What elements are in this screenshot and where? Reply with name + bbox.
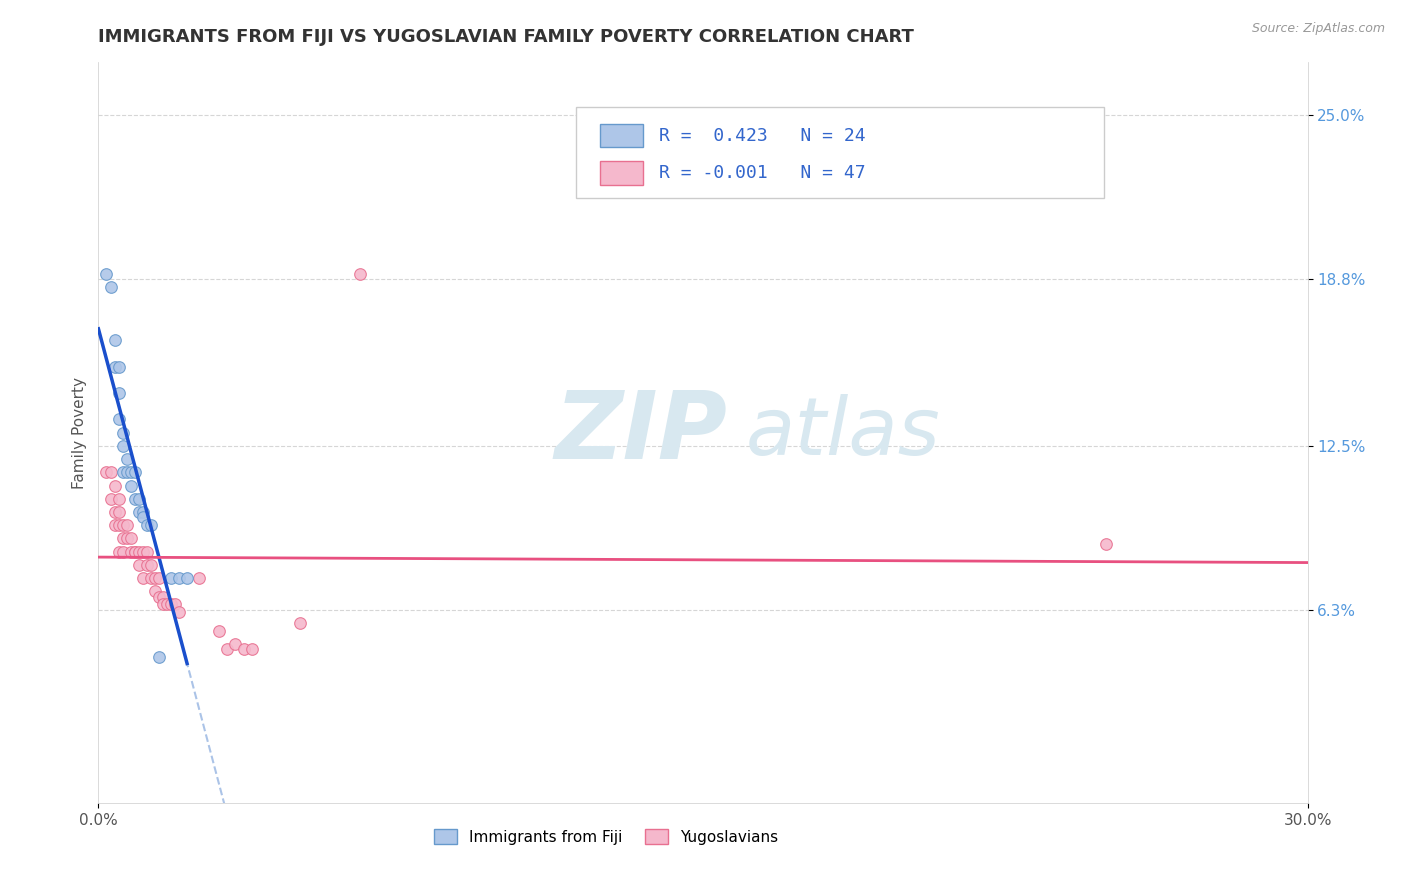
Point xyxy=(100,280,122,294)
Point xyxy=(103,359,125,374)
Point xyxy=(120,465,142,479)
Point xyxy=(103,505,125,519)
Point xyxy=(111,439,134,453)
Point xyxy=(111,544,134,558)
Point xyxy=(156,598,179,612)
Point xyxy=(176,571,198,585)
Point xyxy=(163,598,186,612)
Point xyxy=(160,571,183,585)
Point xyxy=(1095,536,1118,550)
Point xyxy=(240,642,263,657)
Text: Source: ZipAtlas.com: Source: ZipAtlas.com xyxy=(1251,22,1385,36)
Point xyxy=(124,491,146,506)
Point xyxy=(103,333,125,347)
Y-axis label: Family Poverty: Family Poverty xyxy=(72,376,87,489)
Point xyxy=(148,590,170,604)
Point xyxy=(132,510,155,524)
Point xyxy=(128,491,150,506)
Point xyxy=(135,518,157,533)
Point xyxy=(111,532,134,546)
Point xyxy=(208,624,231,638)
Point xyxy=(224,637,246,651)
Point xyxy=(107,544,129,558)
Point xyxy=(160,598,183,612)
Point xyxy=(148,571,170,585)
Point xyxy=(111,425,134,440)
Text: atlas: atlas xyxy=(745,393,941,472)
Point xyxy=(111,518,134,533)
Point xyxy=(152,590,174,604)
Point xyxy=(124,544,146,558)
Point xyxy=(167,606,190,620)
Point xyxy=(128,505,150,519)
Point xyxy=(100,491,122,506)
Legend: Immigrants from Fiji, Yugoslavians: Immigrants from Fiji, Yugoslavians xyxy=(427,822,785,851)
Point xyxy=(128,558,150,572)
Point xyxy=(115,452,138,467)
Point xyxy=(103,478,125,492)
Point xyxy=(188,571,211,585)
Point xyxy=(349,267,371,281)
Point xyxy=(135,544,157,558)
Point xyxy=(115,518,138,533)
Point xyxy=(167,571,190,585)
Point xyxy=(107,505,129,519)
Point xyxy=(128,544,150,558)
Text: IMMIGRANTS FROM FIJI VS YUGOSLAVIAN FAMILY POVERTY CORRELATION CHART: IMMIGRANTS FROM FIJI VS YUGOSLAVIAN FAMI… xyxy=(98,28,914,45)
Point xyxy=(115,465,138,479)
Point xyxy=(139,518,162,533)
Point xyxy=(103,518,125,533)
Point xyxy=(96,465,118,479)
Point xyxy=(152,598,174,612)
Point xyxy=(107,412,129,426)
Point xyxy=(124,465,146,479)
Point xyxy=(107,386,129,401)
Point xyxy=(139,558,162,572)
Point xyxy=(132,571,155,585)
Point xyxy=(124,544,146,558)
Point xyxy=(135,558,157,572)
Point xyxy=(132,544,155,558)
Point xyxy=(100,465,122,479)
Point xyxy=(107,518,129,533)
Text: R =  0.423   N = 24: R = 0.423 N = 24 xyxy=(659,127,866,145)
Point xyxy=(96,267,118,281)
Text: R = -0.001   N = 47: R = -0.001 N = 47 xyxy=(659,164,866,182)
Point xyxy=(139,571,162,585)
Point xyxy=(143,584,166,599)
Point xyxy=(107,359,129,374)
Point xyxy=(232,642,254,657)
Point xyxy=(143,571,166,585)
Point xyxy=(288,615,311,630)
Point xyxy=(111,465,134,479)
Point xyxy=(132,505,155,519)
Point xyxy=(120,532,142,546)
Point xyxy=(107,491,129,506)
Point xyxy=(120,478,142,492)
Point xyxy=(115,532,138,546)
Point xyxy=(148,650,170,665)
Text: ZIP: ZIP xyxy=(554,386,727,479)
Point xyxy=(120,544,142,558)
Point xyxy=(217,642,239,657)
